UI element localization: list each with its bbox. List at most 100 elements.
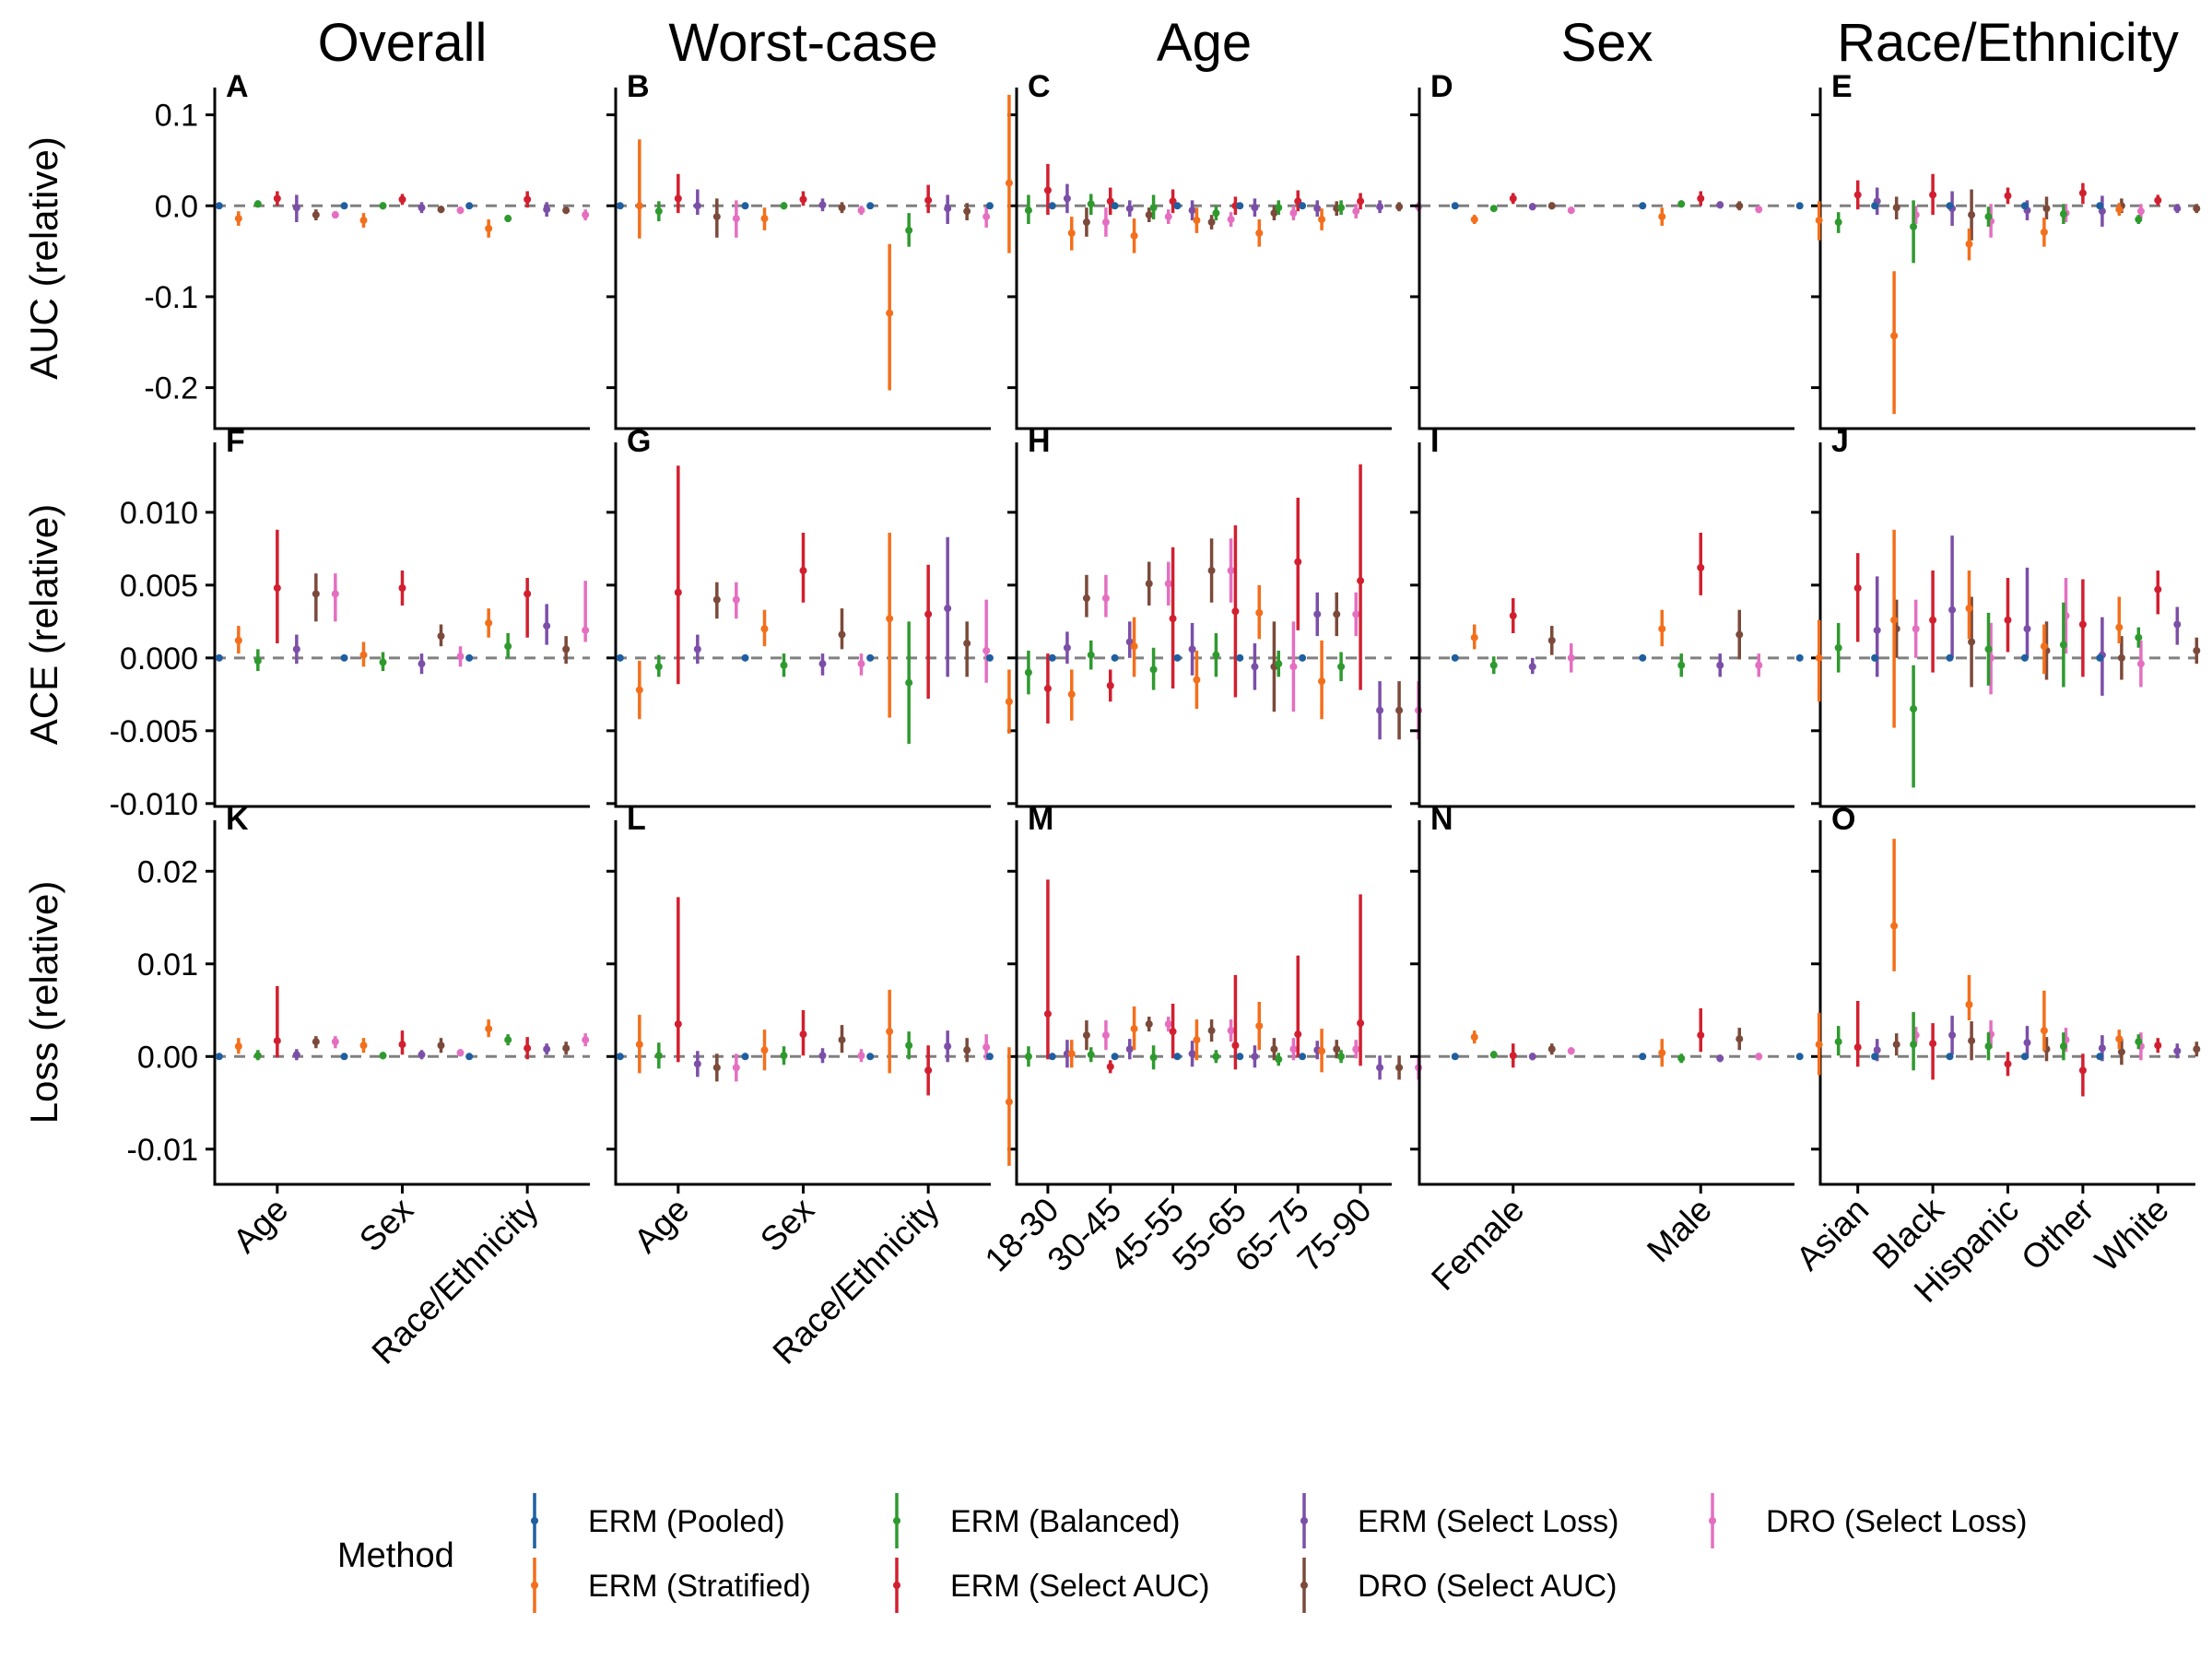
data-point	[1965, 1001, 1973, 1009]
data-point	[437, 1041, 445, 1050]
data-point	[215, 653, 223, 662]
data-point	[818, 201, 827, 209]
data-point	[1294, 558, 1302, 566]
data-point	[1547, 636, 1556, 644]
data-point	[2020, 202, 2029, 210]
data-point	[1318, 216, 1326, 224]
data-point	[2135, 1038, 2143, 1046]
legend-key-point	[531, 1517, 538, 1524]
data-point	[1207, 218, 1216, 227]
data-point	[963, 640, 971, 648]
data-point	[944, 1042, 952, 1051]
data-point	[1755, 206, 1763, 214]
data-point	[1509, 194, 1517, 203]
data-point	[1188, 206, 1196, 215]
data-point	[1547, 1045, 1556, 1053]
data-point	[799, 567, 807, 575]
data-point	[1164, 580, 1172, 588]
data-point	[1067, 1050, 1076, 1058]
data-point	[1357, 577, 1365, 585]
legend-key-point	[1300, 1517, 1308, 1524]
data-point	[504, 1036, 512, 1044]
data-point	[340, 202, 348, 210]
x-tick-label: Other	[2014, 1191, 2100, 1277]
data-point	[985, 653, 994, 662]
data-point	[1193, 1036, 1201, 1044]
column-title: Sex	[1561, 13, 1653, 73]
data-point	[1948, 606, 1957, 614]
data-point	[2135, 633, 2143, 641]
data-point	[1965, 605, 1973, 613]
data-point	[1299, 653, 1307, 662]
data-point	[1289, 663, 1298, 671]
data-point	[1173, 1053, 1182, 1061]
data-point	[1528, 1053, 1536, 1061]
data-point	[234, 636, 242, 644]
data-point	[654, 207, 663, 216]
data-point	[1677, 661, 1686, 669]
data-point	[1251, 663, 1259, 671]
data-point	[1658, 625, 1666, 633]
data-point	[292, 645, 300, 653]
data-point	[1697, 194, 1705, 203]
data-point	[1275, 1055, 1283, 1064]
panel-label: I	[1430, 424, 1439, 459]
data-point	[838, 1036, 846, 1044]
data-point	[1164, 1020, 1172, 1029]
data-point	[1567, 1047, 1575, 1055]
data-point	[2023, 625, 2031, 633]
data-point	[331, 1038, 339, 1046]
data-point	[465, 1053, 474, 1061]
data-point	[1024, 1053, 1032, 1061]
data-point	[2004, 192, 2012, 200]
data-point	[562, 1044, 571, 1053]
data-point	[1677, 200, 1686, 208]
data-point	[273, 194, 281, 203]
data-point	[1892, 1041, 1900, 1049]
data-point	[1236, 653, 1244, 662]
data-point	[1111, 1053, 1119, 1061]
data-point	[1929, 191, 1937, 199]
data-point	[2020, 653, 2029, 662]
data-point	[1227, 567, 1235, 575]
data-point	[1968, 1037, 1976, 1045]
data-point	[1087, 651, 1095, 659]
data-point	[543, 1045, 551, 1053]
data-point	[543, 622, 551, 630]
data-point	[760, 625, 769, 633]
data-point	[963, 207, 971, 216]
data-point	[1755, 661, 1763, 669]
legend-item-label: DRO (Select AUC)	[1358, 1569, 1618, 1604]
data-point	[2173, 620, 2182, 629]
data-point	[485, 618, 493, 627]
data-point	[886, 615, 894, 623]
data-point	[562, 206, 571, 215]
data-point	[1145, 580, 1153, 588]
column-title: Race/Ethnicity	[1837, 13, 2179, 73]
data-point	[215, 1053, 223, 1061]
data-point	[1255, 1022, 1264, 1030]
data-point	[1890, 616, 1899, 624]
data-point	[1043, 685, 1052, 693]
data-point	[1489, 661, 1498, 669]
data-point	[1489, 205, 1498, 213]
panel-label: C	[1028, 69, 1051, 104]
data-point	[741, 653, 749, 662]
data-point	[582, 1036, 590, 1044]
data-point	[1212, 209, 1220, 218]
legend-item-label: ERM (Select AUC)	[950, 1569, 1210, 1604]
data-point	[398, 1041, 406, 1049]
data-point	[905, 226, 913, 234]
data-point	[1376, 1064, 1384, 1072]
data-point	[1188, 645, 1196, 653]
panel-label: O	[1831, 802, 1855, 837]
data-point	[1337, 1053, 1346, 1061]
data-point	[504, 215, 512, 223]
data-point	[2193, 1045, 2201, 1053]
data-point	[1005, 179, 1013, 187]
data-point	[2173, 205, 2182, 213]
legend-title: Method	[337, 1536, 454, 1575]
data-point	[1082, 218, 1090, 227]
legend-item-label: DRO (Select Loss)	[1766, 1504, 2027, 1539]
panel-label: D	[1430, 69, 1453, 104]
